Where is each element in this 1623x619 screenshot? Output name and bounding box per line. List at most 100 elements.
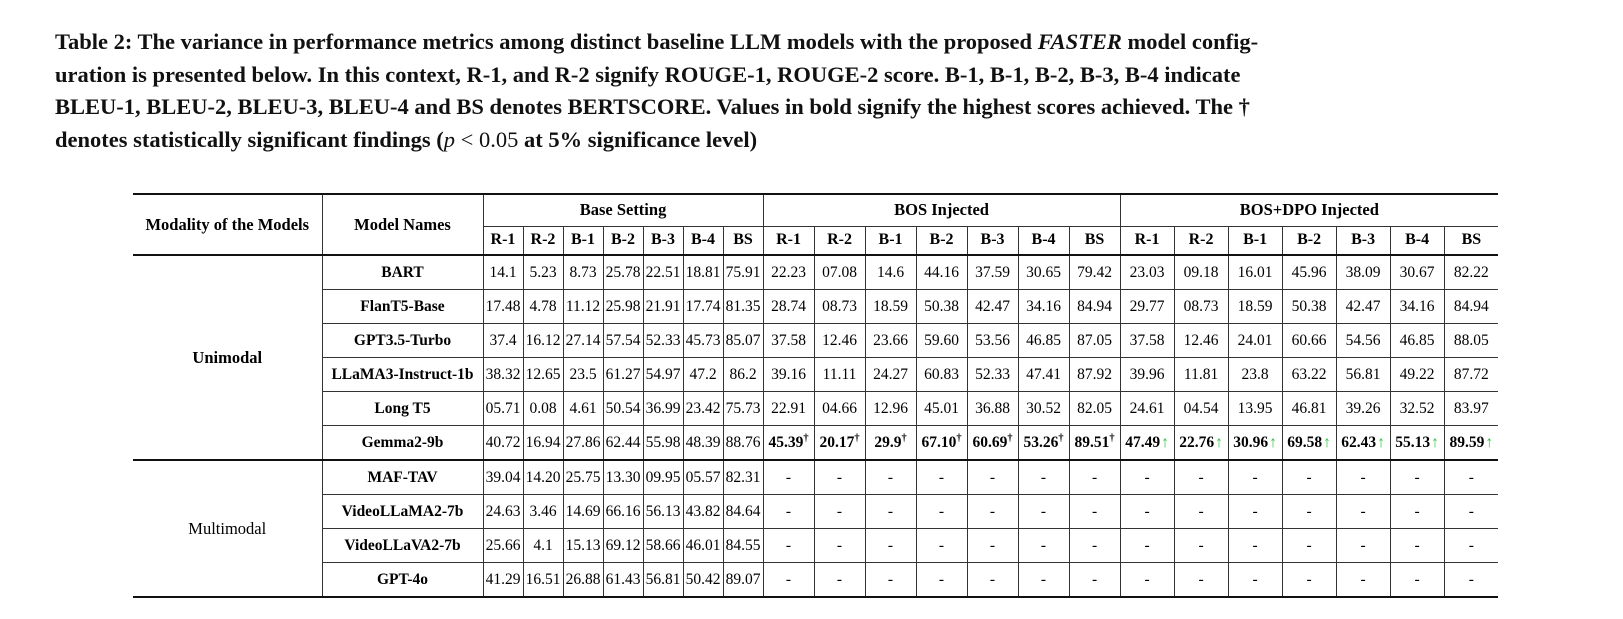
metric-cell: 45.01 — [915, 391, 968, 426]
metric-cell: 87.72 — [1443, 357, 1499, 392]
metric-header-row: R-1 R-2 B-1 B-2 B-3 B-4 BS R-1 R-2 B-1 B-2 B-3 B-4 BS… — [133, 225, 1499, 255]
metric-cell: - — [864, 528, 917, 563]
metric-cell: 84.94 — [1443, 289, 1499, 324]
metric-cell: 82.05 — [1068, 391, 1121, 426]
metric-cell: - — [1173, 460, 1229, 495]
metric-cell: 60.83 — [915, 357, 968, 392]
model-name-cell: Gemma2-9b — [321, 425, 483, 460]
metric-cell: 87.05 — [1068, 323, 1121, 358]
metric-header: R-2 — [1173, 225, 1229, 255]
metric-cell: 16.01 — [1227, 255, 1283, 290]
metric-header: BS — [722, 225, 764, 255]
metric-cell: 23.03 — [1119, 255, 1175, 290]
metric-cell: 27.14 — [562, 323, 603, 358]
metric-cell: 24.27 — [864, 357, 917, 392]
metric-cell: 45.96 — [1281, 255, 1337, 290]
metric-cell: 25.66 — [482, 528, 523, 563]
dagger-marker: † — [854, 432, 860, 444]
metric-cell: - — [1281, 562, 1337, 597]
metric-cell: 30.65 — [1017, 255, 1070, 290]
metric-cell: 23.8 — [1227, 357, 1283, 392]
table-row: VideoLLaVA2-7b 25.66 4.1 15.13 69.12 58.66 46.… — [133, 528, 1499, 563]
metric-cell: 8.73 — [562, 255, 603, 290]
metric-cell: 0.08 — [522, 391, 563, 426]
metric-header: B-2 — [602, 225, 643, 255]
metric-cell: - — [1281, 494, 1337, 529]
caption-text: denotes statistically significant findin… — [55, 126, 444, 152]
metric-cell: 18.81 — [682, 255, 723, 290]
metric-cell: 60.66 — [1281, 323, 1337, 358]
metric-cell: 14.1 — [482, 255, 523, 290]
metric-cell: 87.92 — [1068, 357, 1121, 392]
metric-cell: 25.78 — [602, 255, 643, 290]
metric-cell: 57.54 — [602, 323, 643, 358]
caption-p-italic: p — [443, 126, 456, 152]
metric-cell: - — [762, 460, 815, 495]
metric-cell: 55.98 — [642, 425, 683, 460]
metric-cell: 55.13↑ — [1389, 425, 1445, 460]
dagger-marker: † — [1058, 432, 1064, 444]
metric-cell: 63.22 — [1281, 357, 1337, 392]
metric-cell: 39.04 — [482, 460, 523, 495]
metric-cell: 85.07 — [722, 323, 764, 358]
metric-cell: 39.96 — [1119, 357, 1175, 392]
metric-cell: 34.16 — [1389, 289, 1445, 324]
metric-cell: - — [966, 494, 1019, 529]
metric-cell: 79.42 — [1068, 255, 1121, 290]
metric-cell: 17.74 — [682, 289, 723, 324]
caption-text: Table 2: The variance in performance met… — [55, 29, 1038, 54]
table-header: Modality of the Models Model Names Base … — [133, 194, 1499, 255]
metric-cell: 66.16 — [602, 494, 643, 529]
dagger-marker: † — [1007, 432, 1013, 444]
metric-cell: - — [1227, 460, 1283, 495]
metric-cell: 52.33 — [966, 357, 1019, 392]
metric-cell: - — [813, 528, 866, 563]
metric-cell: 30.67 — [1389, 255, 1445, 290]
metric-cell: - — [1335, 528, 1391, 563]
metric-cell: - — [915, 562, 968, 597]
metric-cell: 89.51† — [1068, 425, 1121, 460]
metric-header: B-2 — [1281, 225, 1337, 255]
metric-cell: 24.61 — [1119, 391, 1175, 426]
metric-cell: - — [1119, 460, 1175, 495]
metric-cell: - — [1119, 528, 1175, 563]
metric-cell: 58.66 — [642, 528, 683, 563]
metric-cell: - — [1173, 494, 1229, 529]
model-name-cell: BART — [321, 255, 483, 290]
metric-header: BS — [1068, 225, 1121, 255]
metric-cell: 22.51 — [642, 255, 683, 290]
metric-cell: - — [1227, 494, 1283, 529]
metric-cell: 75.73 — [722, 391, 764, 426]
metric-cell: - — [915, 494, 968, 529]
metric-header: R-1 — [1119, 225, 1175, 255]
metric-cell: - — [1173, 528, 1229, 563]
metric-cell: 39.26 — [1335, 391, 1391, 426]
metric-cell: 54.56 — [1335, 323, 1391, 358]
metric-cell: - — [1227, 562, 1283, 597]
metric-cell: 61.27 — [602, 357, 643, 392]
metric-header: B-4 — [1389, 225, 1445, 255]
metric-cell: - — [1335, 562, 1391, 597]
metric-cell: 88.76 — [722, 425, 764, 460]
metric-cell: 08.73 — [1173, 289, 1229, 324]
metric-cell: 52.33 — [642, 323, 683, 358]
table-row: VideoLLaMA2-7b 24.63 3.46 14.69 66.16 56.13 43… — [133, 494, 1499, 529]
metric-header: B-1 — [864, 225, 917, 255]
metric-cell: 88.05 — [1443, 323, 1499, 358]
up-arrow-marker: ↑ — [1377, 433, 1385, 451]
group-header-bos-injected: BOS Injected — [762, 194, 1121, 226]
metric-cell: 4.1 — [522, 528, 563, 563]
metric-cell: - — [762, 494, 815, 529]
dagger-marker: † — [901, 432, 907, 444]
results-table: Modality of the Models Model Names Base … — [133, 193, 1499, 598]
metric-cell: 29.9† — [864, 425, 917, 460]
metric-cell: 56.81 — [1335, 357, 1391, 392]
metric-cell: 81.35 — [722, 289, 764, 324]
metric-cell: 37.59 — [966, 255, 1019, 290]
metric-cell: 56.81 — [642, 562, 683, 597]
metric-cell: - — [1443, 460, 1499, 495]
results-table-wrapper: Modality of the Models Model Names Base … — [133, 193, 1499, 598]
model-name-cell: LLaMA3-Instruct-1b — [321, 357, 483, 392]
metric-cell: 39.16 — [762, 357, 815, 392]
caption-math: < 0.05 — [455, 126, 519, 152]
